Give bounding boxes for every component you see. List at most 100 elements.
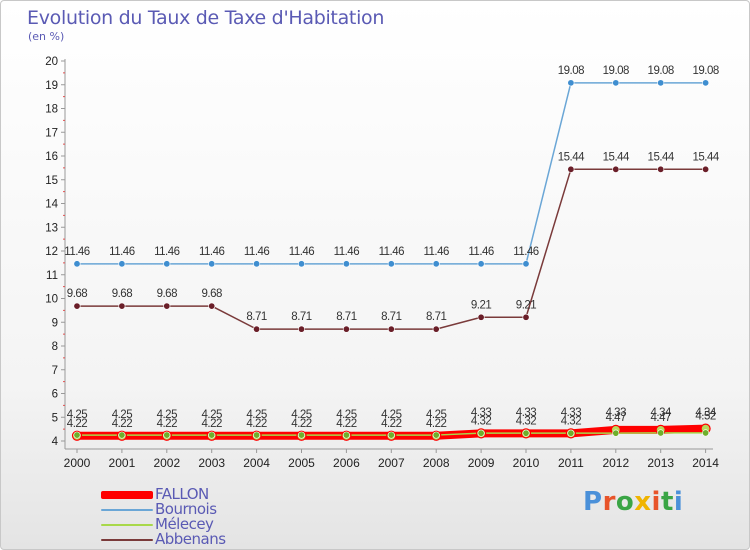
point-abbenans [342,325,350,333]
logo-letter: o [615,487,635,517]
point-bournois [477,260,485,268]
y-tick-label: 10 [45,294,58,306]
legend-item: Bournois [101,502,226,517]
data-label-abbenans: 15.44 [692,151,719,163]
data-label-bournois: 11.46 [468,246,494,258]
data-label-bournois: 11.46 [379,246,405,258]
data-label-fallon: 4.22 [67,418,87,430]
data-label-melecey: 4.25 [67,409,87,421]
y-tick-label: 14 [45,199,58,211]
data-label-melecey: 4.33 [561,407,581,419]
point-melecey [477,429,485,437]
point-abbenans [253,325,261,333]
data-label-abbenans: 9.21 [516,299,536,311]
x-tick-label: 2011 [558,456,584,470]
chart-legend: FALLON Bournois Mélecey Abbenans [101,487,226,547]
x-tick-label: 2006 [333,456,360,470]
y-tick-label: 8 [52,341,58,353]
series-line-bournois [76,82,707,265]
data-label-abbenans: 15.44 [648,151,675,163]
point-bournois [297,260,305,268]
point-melecey [612,429,620,437]
legend-label: Bournois [155,500,217,518]
data-label-fallon: 4.47 [606,412,626,424]
point-abbenans [73,302,81,310]
data-label-bournois: 11.46 [199,246,225,258]
data-label-fallon: 4.32 [561,415,581,427]
point-abbenans [297,325,305,333]
point-bournois [612,79,620,87]
y-tick-label: 5 [52,412,58,424]
data-label-melecey: 4.25 [112,409,132,421]
point-melecey [387,431,395,439]
data-label-melecey: 4.25 [157,409,177,421]
y-tick-label: 7 [52,365,58,377]
data-label-abbenans: 8.71 [246,311,266,323]
data-label-abbenans: 9.68 [112,288,132,300]
legend-label: FALLON [155,485,209,503]
point-bournois [163,260,171,268]
point-abbenans [432,325,440,333]
data-label-fallon: 4.22 [291,418,311,430]
chart-unit-label: (en %) [28,30,65,43]
logo-letter: t [660,487,674,517]
data-label-fallon: 4.22 [336,418,356,430]
data-label-fallon: 4.22 [426,418,446,430]
point-bournois [657,79,665,87]
y-tick-label: 20 [45,56,58,68]
x-tick-label: 2013 [647,456,674,470]
data-label-fallon: 4.32 [516,415,536,427]
data-label-abbenans: 8.71 [426,311,446,323]
data-label-fallon: 4.22 [112,418,132,430]
y-tick-label: 9 [52,317,58,329]
data-label-bournois: 19.08 [603,65,629,77]
y-tick-label: 13 [45,222,58,234]
point-abbenans [657,165,665,173]
logo-letter: i [651,487,661,517]
data-label-bournois: 11.46 [109,246,135,258]
data-label-bournois: 19.08 [692,65,718,77]
point-abbenans [118,302,126,310]
x-tick-label: 2001 [109,456,136,470]
data-label-bournois: 11.46 [513,246,539,258]
x-tick-label: 2007 [378,456,405,470]
point-bournois [208,260,216,268]
data-label-bournois: 11.46 [154,246,180,258]
x-tick-label: 2002 [153,456,180,470]
point-melecey [118,431,126,439]
data-label-bournois: 11.46 [244,246,270,258]
data-label-bournois: 11.46 [289,246,315,258]
point-bournois [342,260,350,268]
legend-swatch [101,490,153,499]
x-tick-label: 2012 [602,456,629,470]
point-melecey [522,429,530,437]
point-bournois [73,260,81,268]
point-abbenans [163,302,171,310]
x-tick-label: 2008 [423,456,450,470]
data-label-bournois: 19.08 [648,65,674,77]
data-label-fallon: 4.22 [246,418,266,430]
data-label-fallon: 4.47 [651,412,671,424]
y-tick-label: 19 [45,80,58,92]
data-label-bournois: 19.08 [558,65,584,77]
y-tick-label: 16 [45,151,58,163]
data-label-melecey: 4.33 [471,407,491,419]
point-melecey [702,429,710,437]
point-bournois [432,260,440,268]
y-tick-label: 11 [46,270,58,282]
data-label-abbenans: 8.71 [336,311,356,323]
point-melecey [297,431,305,439]
proxiti-logo: Proxiti [583,487,683,517]
legend-label: Mélecey [155,515,214,533]
data-label-melecey: 4.25 [202,409,222,421]
data-label-abbenans: 8.71 [291,311,311,323]
legend-swatch [101,538,153,541]
data-label-melecey: 4.25 [336,409,356,421]
point-abbenans [612,165,620,173]
data-label-abbenans: 9.68 [202,288,222,300]
data-label-melecey: 4.25 [291,409,311,421]
point-melecey [432,431,440,439]
data-label-fallon: 4.22 [157,418,177,430]
data-label-fallon: 4.52 [695,411,715,423]
